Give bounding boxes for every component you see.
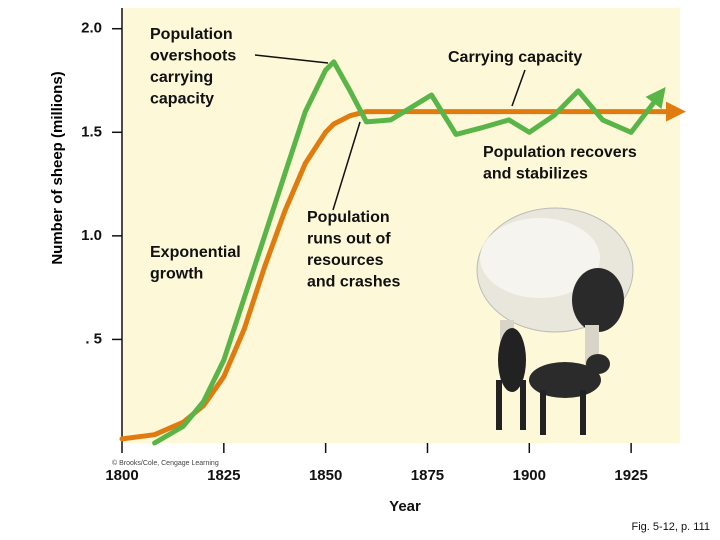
data-line [152, 59, 666, 446]
annotation: capacity [150, 91, 214, 108]
y-tick-label: 2.0 [81, 20, 102, 37]
plot: . 5 1.0 1.5 2.0 1800 1825 1850 1875 1900 1925 [81, 8, 686, 484]
y-tick-label: 1.5 [81, 123, 102, 140]
annotation: Population [150, 26, 233, 43]
leader-line [254, 54, 329, 64]
source: Fig. 5-12, p. 111 [632, 521, 710, 533]
leader-line [511, 69, 526, 107]
annotation: Population recovers [483, 144, 637, 161]
annotation: Exponential [150, 244, 241, 261]
x-tick-label: 1900 [513, 467, 546, 484]
annotation: overshoots [150, 48, 236, 65]
x-tick-label: 1825 [207, 467, 240, 484]
annotation: and stabilizes [483, 166, 588, 183]
annotation: runs out of [307, 231, 391, 248]
credit: © Brooks/Cole, Cengage Learning [112, 459, 219, 467]
x-tick-label: 1875 [411, 467, 444, 484]
y-tick-label: 1.0 [81, 227, 102, 244]
annotation: Carrying capacity [448, 49, 582, 66]
y-tick-label: . 5 [85, 330, 102, 347]
annotation: resources [307, 252, 384, 269]
sheep-illustration [476, 207, 634, 435]
annotation: carrying [150, 69, 213, 86]
leader-line [332, 121, 361, 211]
y-axis-label: Number of sheep (millions) [49, 71, 66, 264]
annotation: and crashes [307, 274, 400, 291]
annotation: Population [307, 209, 390, 226]
annotation: growth [150, 266, 203, 283]
x-tick-label: 1800 [105, 467, 138, 484]
x-tick-label: 1850 [309, 467, 342, 484]
x-axis-label: Year [389, 498, 421, 515]
data-line [119, 101, 686, 442]
x-tick-label: 1925 [614, 467, 647, 484]
